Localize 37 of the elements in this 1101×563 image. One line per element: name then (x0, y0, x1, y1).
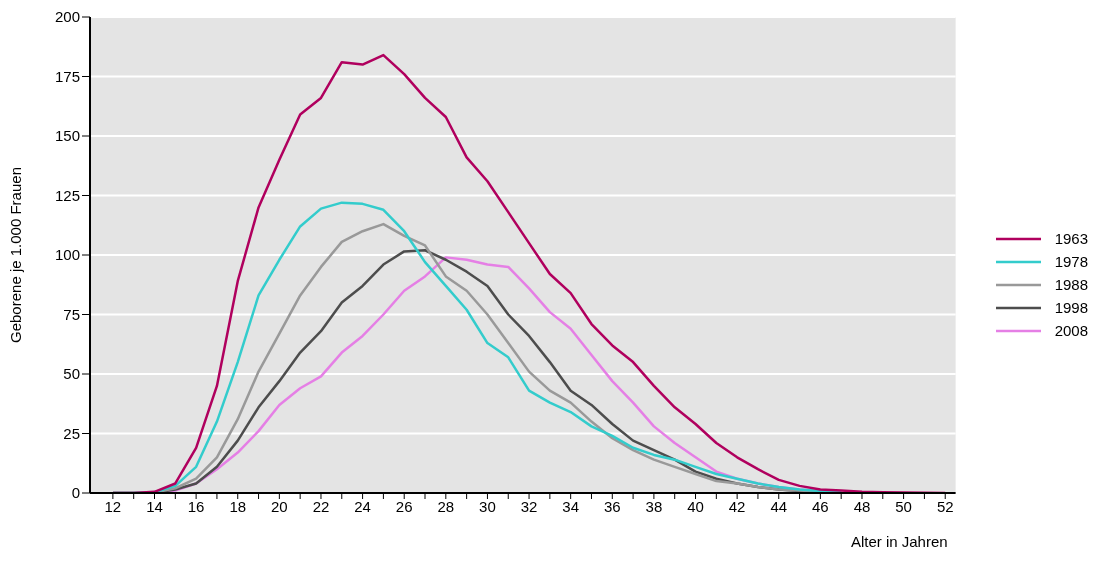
x-tick-label: 48 (853, 497, 871, 515)
y-tick-label: 25 (63, 424, 80, 442)
x-tick-label: 18 (229, 497, 247, 515)
x-tick-label: 26 (395, 497, 413, 515)
x-tick-label: 46 (812, 497, 829, 515)
x-tick-label: 32 (520, 497, 538, 515)
y-tick-label: 100 (54, 246, 80, 264)
x-tick-label: 28 (437, 497, 455, 515)
y-tick-label: 75 (63, 305, 80, 323)
y-axis-title: Geborene je 1.000 Frauen (7, 167, 25, 343)
y-tick-label: 50 (63, 365, 80, 383)
x-tick-label: 14 (146, 497, 163, 515)
x-tick-label: 16 (187, 497, 205, 515)
x-tick-label: 34 (562, 497, 580, 515)
y-tick-label: 0 (71, 484, 80, 502)
x-tick-label: 40 (687, 497, 704, 515)
x-tick-label: 30 (479, 497, 496, 515)
legend-label: 2008 (1054, 322, 1088, 339)
legend-label: 1963 (1054, 230, 1088, 247)
x-axis-title: Alter in Jahren (850, 533, 948, 550)
legend-label: 1988 (1054, 276, 1088, 293)
x-tick-label: 20 (271, 497, 288, 515)
x-tick-label: 24 (354, 497, 371, 515)
y-tick-label: 150 (54, 127, 80, 145)
x-tick-label: 50 (895, 497, 912, 515)
x-tick-label: 36 (603, 497, 621, 515)
x-tick-label: 12 (104, 497, 122, 515)
y-tick-label: 200 (54, 8, 80, 26)
x-tick-label: 44 (770, 497, 788, 515)
y-tick-label: 125 (54, 186, 80, 204)
x-tick-label: 38 (645, 497, 663, 515)
x-tick-label: 52 (936, 497, 954, 515)
legend-label: 1978 (1054, 253, 1088, 270)
legend-label: 1998 (1054, 299, 1088, 316)
x-tick-label: 42 (728, 497, 746, 515)
x-tick-label: 22 (312, 497, 330, 515)
y-tick-label: 175 (54, 67, 80, 85)
